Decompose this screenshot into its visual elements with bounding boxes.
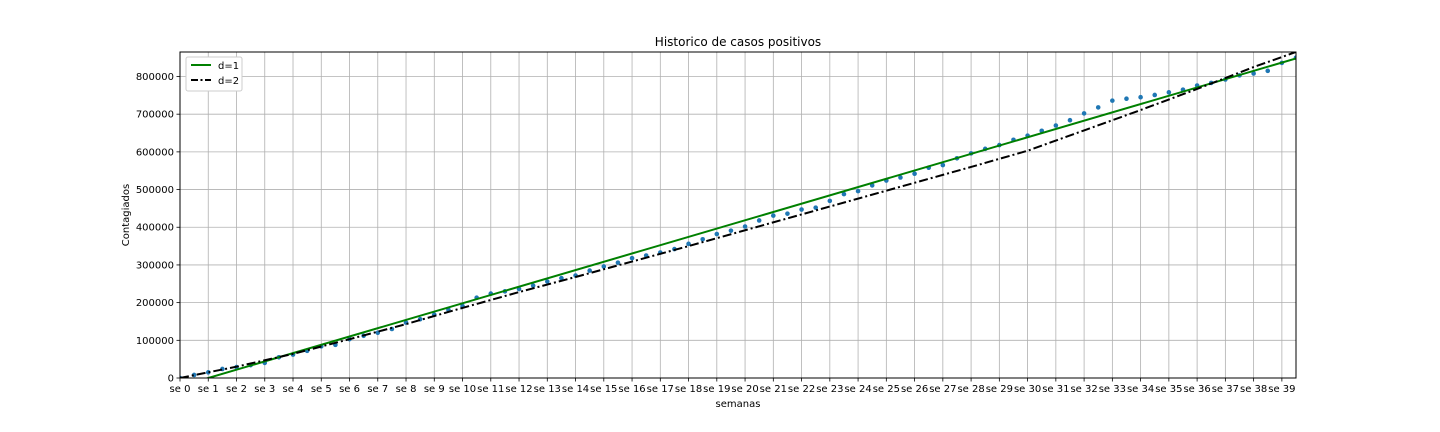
x-tick-label: se 22	[788, 384, 815, 395]
x-tick-label: se 4	[283, 384, 304, 395]
x-tick-label: se 9	[424, 384, 445, 395]
x-tick-label: se 7	[367, 384, 388, 395]
x-tick-label: se 8	[396, 384, 417, 395]
data-point	[785, 211, 790, 216]
data-point	[1081, 111, 1087, 116]
data-point	[1095, 105, 1101, 110]
x-tick-label: se 15	[590, 384, 617, 395]
x-tick-label: se 27	[929, 384, 956, 395]
data-point	[841, 191, 847, 197]
y-tick-label: 600000	[136, 147, 174, 158]
x-tick-label: se 18	[675, 384, 702, 395]
data-point	[1138, 94, 1143, 100]
data-point	[827, 198, 833, 204]
data-point	[771, 213, 776, 218]
series-line-d2	[180, 52, 1296, 378]
data-point	[742, 224, 748, 229]
x-tick-label: se 19	[703, 384, 730, 395]
x-tick-label: se 38	[1240, 384, 1267, 395]
plot-content	[180, 52, 1296, 378]
x-tick-label: se 11	[477, 384, 504, 395]
y-axis-ticks: 0 100000 200000 300000 400000 500000 600000 700…	[136, 72, 180, 385]
x-tick-label: se 39	[1268, 384, 1295, 395]
x-tick-label: se 5	[311, 384, 332, 395]
data-point	[1067, 117, 1073, 123]
x-tick-label: se 1	[198, 384, 219, 395]
data-point	[1265, 68, 1271, 74]
data-point	[544, 279, 550, 284]
x-tick-label: se 6	[339, 384, 360, 395]
x-tick-label: se 20	[731, 384, 758, 395]
y-tick-label: 200000	[136, 298, 174, 309]
data-point	[686, 241, 691, 247]
x-axis-label: semanas	[716, 399, 761, 410]
x-tick-label: se 3	[254, 384, 275, 395]
legend-label-d1: d=1	[218, 61, 239, 72]
x-tick-label: se 24	[844, 384, 871, 395]
x-tick-label: se 37	[1212, 384, 1239, 395]
y-tick-label: 800000	[136, 72, 174, 83]
x-tick-label: se 25	[873, 384, 900, 395]
x-tick-label: se 12	[505, 384, 532, 395]
data-point	[1152, 92, 1158, 98]
plot-frame	[179, 51, 1297, 379]
x-tick-label: se 29	[986, 384, 1013, 395]
data-point	[587, 268, 592, 273]
x-tick-label: se 28	[957, 384, 984, 395]
data-point	[898, 175, 903, 180]
data-point	[756, 218, 762, 223]
y-tick-label: 400000	[136, 223, 174, 234]
data-point	[728, 228, 734, 233]
x-tick-label: se 35	[1155, 384, 1182, 395]
data-point	[615, 260, 621, 265]
legend: d=1 d=2	[185, 56, 243, 92]
x-tick-label: se 16	[618, 384, 645, 395]
x-tick-label: se 30	[1014, 384, 1041, 395]
data-point	[855, 188, 861, 194]
data-point	[1110, 98, 1115, 103]
y-tick-label: 300000	[136, 260, 174, 271]
y-axis-label: Contagiados	[121, 184, 132, 246]
x-tick-label: se 13	[534, 384, 561, 395]
x-tick-label: se 17	[647, 384, 674, 395]
grid	[179, 52, 1296, 379]
x-tick-label: se 26	[901, 384, 928, 395]
legend-label-d2: d=2	[218, 76, 239, 87]
x-tick-label: se 21	[760, 384, 787, 395]
x-tick-label: se 10	[449, 384, 476, 395]
y-tick-label: 100000	[136, 336, 174, 347]
data-point	[700, 237, 705, 242]
data-point	[601, 264, 607, 269]
x-tick-label: se 23	[816, 384, 843, 395]
chart-title: Historico de casos positivos	[655, 35, 821, 49]
x-tick-label: se 32	[1070, 384, 1097, 395]
data-point	[714, 231, 720, 237]
x-tick-label: se 33	[1099, 384, 1126, 395]
data-point	[813, 205, 818, 210]
x-tick-label: se 36	[1183, 384, 1210, 395]
data-point	[1124, 96, 1129, 102]
data-point	[799, 207, 804, 212]
x-tick-label: se 0	[170, 384, 191, 395]
x-tick-label: se 2	[226, 384, 247, 395]
data-point	[530, 283, 536, 288]
y-tick-label: 700000	[136, 110, 174, 121]
data-point	[912, 171, 917, 177]
data-point	[1251, 71, 1256, 76]
data-point	[559, 275, 564, 281]
x-tick-label: se 31	[1042, 384, 1069, 395]
y-tick-label: 500000	[136, 185, 174, 196]
data-point	[1053, 123, 1059, 128]
x-tick-label: se 14	[562, 384, 589, 395]
data-point	[1166, 90, 1172, 95]
x-axis-ticks: se 0 se 1 se 2 se 3 se 4 se 5 se 6 se 7 se 8 se 9…	[170, 378, 1296, 395]
y-tick-label: 0	[168, 374, 174, 385]
data-point	[940, 162, 946, 168]
series-line-d1	[204, 57, 1296, 378]
data-point	[629, 255, 635, 261]
x-tick-label: se 34	[1127, 384, 1154, 395]
